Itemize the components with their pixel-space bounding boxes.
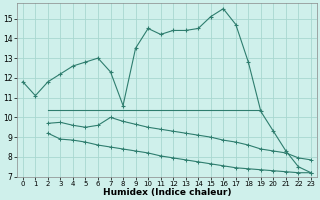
X-axis label: Humidex (Indice chaleur): Humidex (Indice chaleur) bbox=[103, 188, 231, 197]
